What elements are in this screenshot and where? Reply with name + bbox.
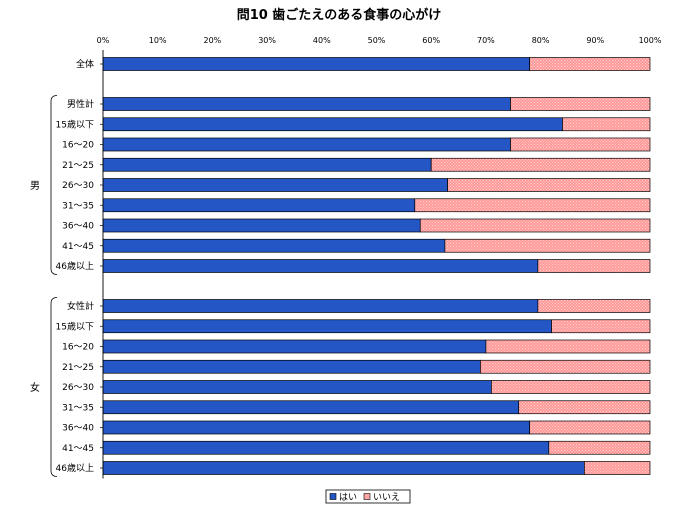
x-tick-label: 100% xyxy=(639,36,662,45)
bar-segment-iie xyxy=(562,117,651,132)
bar-segment-hai xyxy=(102,400,520,415)
bar-segment-hai xyxy=(102,218,421,233)
bar-segment-iie xyxy=(510,137,651,152)
group-bracket xyxy=(50,95,58,275)
x-tick-label: 70% xyxy=(477,36,495,45)
category-label: 21～25 xyxy=(62,161,94,171)
bar-segment-hai xyxy=(102,380,492,394)
category-label: 男性計 xyxy=(67,98,94,110)
bar-segment-hai xyxy=(102,440,550,455)
legend-swatch-iie xyxy=(363,493,371,500)
bar-segment-iie xyxy=(529,57,651,71)
bar-segment-iie xyxy=(419,218,651,233)
x-tick-label: 30% xyxy=(258,36,276,45)
bar-segment-iie xyxy=(548,440,651,455)
category-label: 26～30 xyxy=(62,181,94,191)
bar-segment-iie xyxy=(551,319,651,334)
bar-segment-iie xyxy=(430,157,651,172)
category-label: 16～20 xyxy=(62,343,94,353)
group-label: 女 xyxy=(30,381,40,394)
category-label: 26～30 xyxy=(62,383,94,393)
group-bracket xyxy=(50,297,58,477)
category-label: 36～40 xyxy=(62,222,94,232)
bar-segment-iie xyxy=(491,380,651,394)
chart-title: 問10 歯ごたえのある食事の心がけ xyxy=(237,7,442,23)
bar-segment-hai xyxy=(102,461,585,475)
x-tick-label: 20% xyxy=(204,36,222,45)
category-label: 31～35 xyxy=(62,403,94,413)
bar-segment-iie xyxy=(537,299,651,313)
bar-segment-iie xyxy=(485,339,651,354)
bar-segment-hai xyxy=(102,97,511,111)
category-label: 36～40 xyxy=(62,424,94,434)
group-label-bg xyxy=(24,177,46,193)
legend: はい いいえ xyxy=(325,489,411,504)
x-tick-label: 50% xyxy=(368,36,386,45)
group-label-bg xyxy=(24,379,46,395)
bar-segment-iie xyxy=(537,259,651,273)
bar-segment-iie xyxy=(444,238,651,253)
group-labels: 男女 xyxy=(24,95,58,477)
bar-segment-hai xyxy=(102,57,531,71)
x-tick-label: 60% xyxy=(422,36,440,45)
bar-segment-hai xyxy=(102,238,446,253)
category-label: 16～20 xyxy=(62,141,94,151)
category-label: 41～45 xyxy=(62,242,94,252)
bar-segment-hai xyxy=(102,259,539,273)
x-tick-label: 0% xyxy=(97,36,110,45)
category-label: 全体 xyxy=(76,58,94,70)
bar-segment-iie xyxy=(447,178,651,192)
bar-segment-hai xyxy=(102,178,448,192)
category-label: 女性計 xyxy=(67,300,94,312)
bar-segment-hai xyxy=(102,117,563,132)
plot-area xyxy=(100,50,651,479)
x-tick-label: 80% xyxy=(532,36,550,45)
x-tick-label: 10% xyxy=(149,36,167,45)
bar-segment-hai xyxy=(102,359,481,374)
category-label: 41～45 xyxy=(62,444,94,454)
category-label: 15歳以下 xyxy=(56,320,94,332)
bar-segment-iie xyxy=(518,400,651,415)
bar-segment-hai xyxy=(102,137,511,152)
category-label: 46歳以上 xyxy=(56,260,94,272)
bar-segment-iie xyxy=(584,461,651,475)
category-label: 31～35 xyxy=(62,201,94,211)
bar-segment-iie xyxy=(414,198,651,213)
bar-segment-hai xyxy=(102,319,552,334)
x-tick-label: 90% xyxy=(586,36,604,45)
category-label: 46歳以上 xyxy=(56,462,94,474)
group-label: 男 xyxy=(30,180,40,192)
bar-segment-hai xyxy=(102,339,487,354)
bar-segment-hai xyxy=(102,157,432,172)
legend-label-hai: はい xyxy=(339,492,357,503)
legend-label-iie: いいえ xyxy=(373,492,400,503)
bar-segment-hai xyxy=(102,299,539,313)
bar-segment-hai xyxy=(102,420,531,435)
bar-segment-iie xyxy=(529,420,651,435)
category-label: 15歳以下 xyxy=(56,118,94,130)
x-axis: 0% 10% 20% 30% 40% 50% 60% 70% 80% 90% 100% xyxy=(97,36,662,45)
x-tick-label: 40% xyxy=(313,36,331,45)
bar-segment-hai xyxy=(102,198,416,213)
legend-swatch-hai xyxy=(329,493,337,500)
bar-segment-iie xyxy=(480,359,651,374)
bar-segment-iie xyxy=(510,97,651,111)
category-label: 21～25 xyxy=(62,363,94,373)
